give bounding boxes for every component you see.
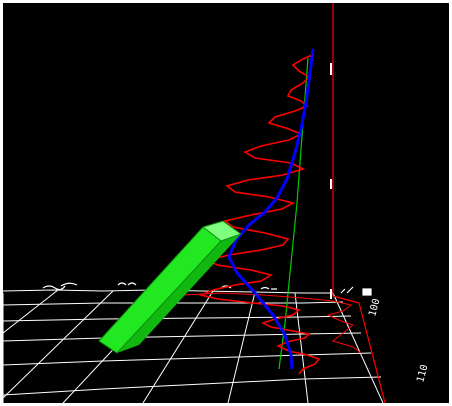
probe-box[interactable] bbox=[98, 220, 243, 354]
grid-line bbox=[3, 289, 59, 334]
axis-line bbox=[358, 302, 386, 403]
tick-mark bbox=[340, 286, 354, 294]
probe-box-right bbox=[117, 234, 241, 353]
grid-line bbox=[3, 376, 382, 396]
trajectory-line bbox=[227, 48, 315, 370]
signal-wave bbox=[198, 54, 321, 375]
grid-line bbox=[142, 290, 214, 403]
tick-mark bbox=[117, 282, 137, 286]
signal-reflection bbox=[182, 292, 362, 354]
axis-label-z1: 100 bbox=[367, 297, 382, 317]
vertical-axis bbox=[330, 3, 386, 403]
reference-line bbox=[278, 57, 309, 370]
grid-line bbox=[3, 332, 362, 342]
tick-mark bbox=[42, 285, 66, 291]
probe-box-edges bbox=[98, 220, 243, 354]
axis-label-z2: 110 bbox=[415, 363, 430, 383]
floor-grid bbox=[3, 289, 384, 403]
probe-box-top bbox=[203, 221, 241, 241]
tick-mark bbox=[260, 286, 277, 290]
grid-line bbox=[3, 301, 344, 306]
grid-line bbox=[227, 291, 256, 403]
3d-viewport[interactable]: 100 110 bbox=[3, 3, 449, 403]
axis-line bbox=[332, 295, 360, 304]
grid-line bbox=[3, 352, 372, 366]
grid-line bbox=[3, 315, 352, 322]
scene-canvas: 100 110 bbox=[3, 3, 431, 403]
tick-mark bbox=[60, 282, 78, 287]
grid-line bbox=[3, 290, 114, 399]
probe-box-left bbox=[99, 227, 221, 353]
tick-mark bbox=[362, 288, 372, 296]
